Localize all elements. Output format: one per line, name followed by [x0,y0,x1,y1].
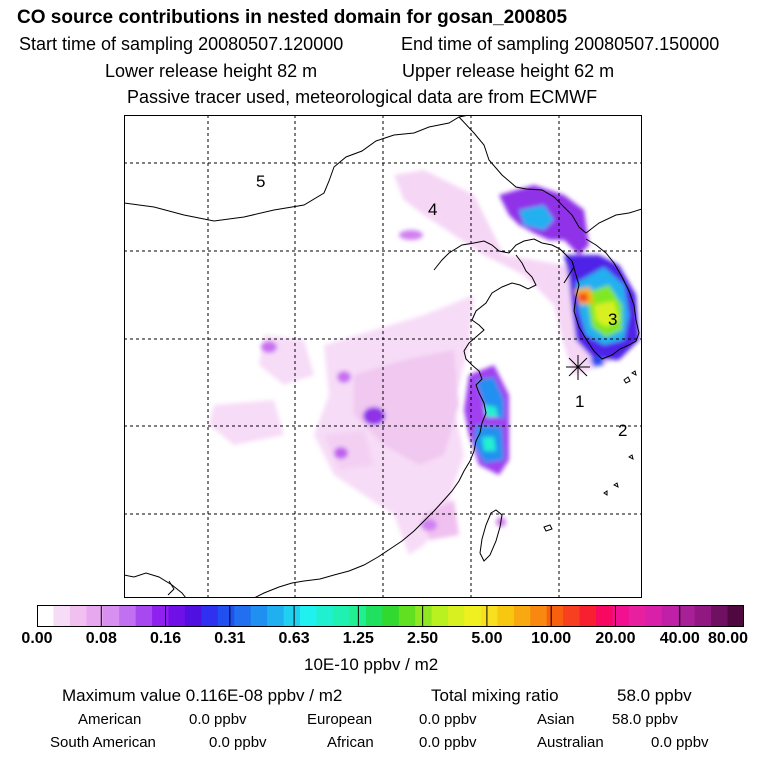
colorbar-cell [579,605,597,627]
coastlines [124,115,642,598]
european-label: European [307,711,373,728]
african-value: 0.0 ppbv [419,734,477,751]
african-label: African [327,734,374,751]
colorbar-cell [168,605,186,627]
colorbar-cell [267,605,285,627]
colorbar-cell [398,605,416,627]
colorbar-cell [431,605,449,627]
colorbar-cell [612,605,630,627]
colorbar-tick-label: 2.50 [407,630,439,647]
colorbar-cell [546,605,564,627]
colorbar-tick-label: 80.00 [707,630,749,647]
colorbar-cell [201,605,219,627]
colorbar-cell [365,605,383,627]
colorbar-tick-label: 0.00 [21,630,53,647]
end-time: End time of sampling 20080507.150000 [401,34,720,54]
colorbar-cell [102,605,120,627]
colorbar-cell [711,605,729,627]
upper-release-height: Upper release height 62 m [402,61,615,81]
colorbar-tick-label: 0.63 [278,630,310,647]
colorbar-cell [415,605,433,627]
colorbar-cell [86,605,104,627]
graticule [124,115,642,598]
colorbar-cell [448,605,466,627]
colorbar-tick-label: 10.00 [531,630,572,647]
american-value: 0.0 ppbv [189,711,247,728]
south-american-label: South American [50,734,156,751]
colorbar-cell [300,605,318,627]
australian-label: Australian [537,734,604,751]
colorbar-tick-label: 0.16 [149,630,182,647]
colorbar-cell [497,605,515,627]
map-panel: 5 4 3 1 2 [124,115,642,598]
colorbar [37,605,744,627]
colorbar-tick-label: 0.31 [214,630,246,647]
tracer-note: Passive tracer used, meteorological data… [127,87,598,107]
colorbar-tick-label: 40.00 [659,630,700,647]
colorbar-cell [332,605,350,627]
australian-value: 0.0 ppbv [651,734,709,751]
total-mixing-ratio-label: Total mixing ratio [431,686,559,705]
american-label: American [78,711,142,728]
colorbar-cell [152,605,170,627]
colorbar-cell [727,605,744,627]
colorbar-cell [37,605,55,627]
maximum-value: Maximum value 0.116E-08 ppbv / m2 [62,686,343,705]
colorbar-cell [250,605,268,627]
region-label-4: 4 [428,200,437,219]
receptor-marker [566,355,590,380]
lower-release-height: Lower release height 82 m [105,61,318,81]
colorbar-cell [283,605,301,627]
colorbar-cell [628,605,646,627]
colorbar-tick-label: 5.00 [471,630,503,647]
colorbar-tick-label: 0.08 [85,630,117,647]
colorbar-cell [694,605,712,627]
south-american-value: 0.0 ppbv [209,734,267,751]
map-frame [124,115,642,598]
colorbar-cell [184,605,203,627]
region-label-5: 5 [256,172,265,191]
colorbar-tick-label: 20.00 [595,630,636,647]
colorbar-cell [217,605,235,627]
region-label-3: 3 [608,310,617,329]
colorbar-units: 10E-10 ppbv / m2 [304,655,439,674]
colorbar-cell [645,605,663,627]
asian-label: Asian [537,711,575,728]
colorbar-cell [464,605,482,627]
colorbar-cell [69,605,87,627]
european-value: 0.0 ppbv [419,711,477,728]
region-label-2: 2 [618,421,627,440]
region-label-1: 1 [575,392,584,411]
colorbar-cell [513,605,531,627]
asian-value: 58.0 ppbv [612,711,678,728]
colorbar-cell [678,605,696,627]
colorbar-cell [382,605,400,627]
colorbar-cell [234,605,252,627]
total-mixing-ratio-value: 58.0 ppbv [617,686,692,705]
colorbar-cell [596,605,614,627]
colorbar-cell [480,605,498,627]
colorbar-cell [135,605,153,627]
colorbar-cell [53,605,71,627]
colorbar-cell [530,605,548,627]
colorbar-cell [119,605,137,627]
colorbar-cell [563,605,581,627]
colorbar-cell [316,605,334,627]
colorbar-cell [661,605,679,627]
concentration-field [209,170,639,555]
plot-title: CO source contributions in nested domain… [17,7,568,28]
start-time: Start time of sampling 20080507.120000 [19,34,344,54]
colorbar-tick-label: 1.25 [342,630,374,647]
